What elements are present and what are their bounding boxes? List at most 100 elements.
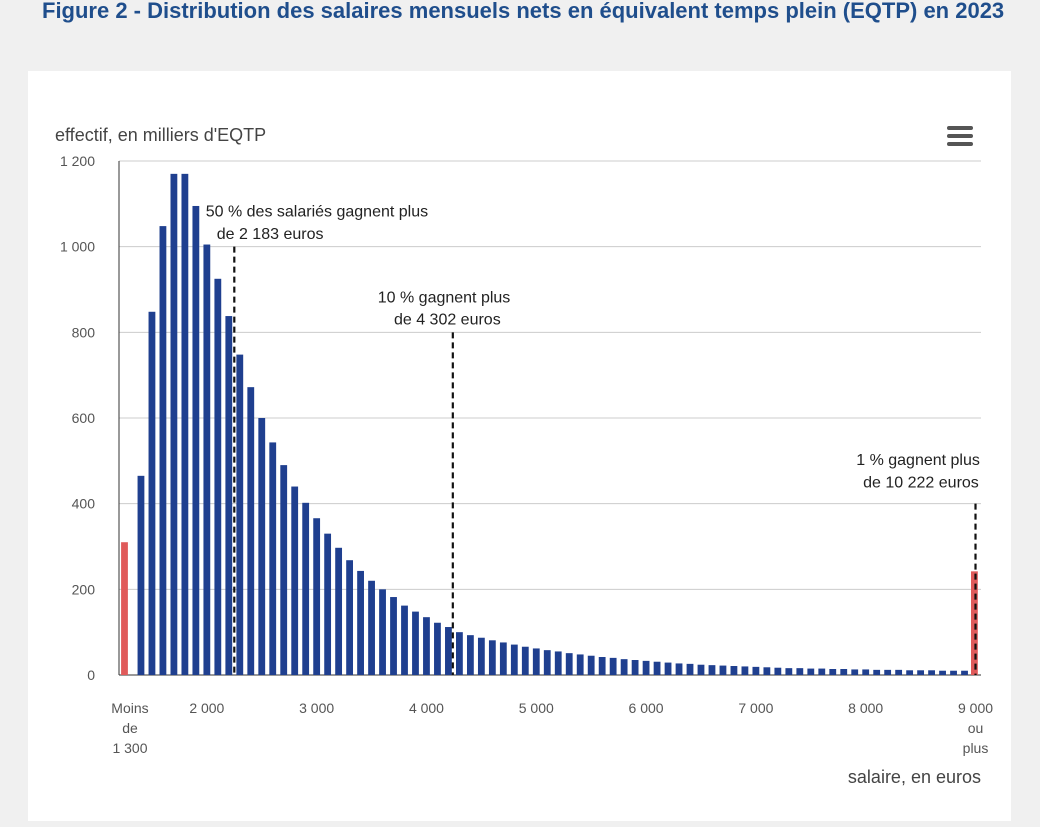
bar <box>214 278 222 675</box>
bar <box>818 668 826 675</box>
bar <box>335 547 343 675</box>
bar <box>675 663 683 675</box>
bar <box>719 665 727 675</box>
annotation-text: 1 % gagnent plus <box>856 452 980 469</box>
bar <box>653 661 661 675</box>
bar <box>291 486 299 675</box>
hamburger-menu-icon[interactable] <box>947 126 973 146</box>
bar <box>379 589 386 675</box>
bar <box>917 670 925 675</box>
bar <box>950 670 957 675</box>
bar <box>225 316 233 675</box>
bar <box>390 597 397 675</box>
bar <box>598 657 606 675</box>
page-title: Figure 2 - Distribution des salaires men… <box>42 0 1005 23</box>
bar <box>664 662 672 675</box>
bar <box>313 518 321 675</box>
bar <box>587 655 595 675</box>
bar <box>862 669 870 675</box>
bar <box>840 669 848 675</box>
bar <box>939 670 946 675</box>
bar <box>466 635 474 675</box>
bar <box>170 173 178 675</box>
bar <box>697 664 705 675</box>
bar-extreme <box>121 542 128 675</box>
bar <box>873 669 881 675</box>
bar <box>829 669 837 675</box>
y-axis-label: effectif, en milliers d'EQTP <box>55 125 266 145</box>
bar <box>412 611 419 675</box>
chart-card: 0 200 400 600 800 1 000 1 200 Moins de 1 300 2 00… <box>28 71 1011 821</box>
chart: 0 200 400 600 800 1 000 1 200 Moins de 1 300 2 00… <box>55 125 993 787</box>
x-tick-label: 2 000 <box>189 700 224 716</box>
bar-extreme <box>971 571 978 675</box>
x-tick-label: 9 000 <box>958 700 993 716</box>
bar <box>796 668 804 675</box>
bar <box>269 442 277 675</box>
bar <box>906 670 914 675</box>
bar <box>730 666 738 675</box>
bar <box>247 387 255 675</box>
bar <box>686 663 694 675</box>
bar <box>895 669 903 675</box>
bar <box>280 465 288 675</box>
bar <box>401 605 408 675</box>
bar <box>807 668 815 675</box>
x-tick-label: 7 000 <box>738 700 773 716</box>
bar <box>708 665 716 675</box>
annotations: 50 % des salariés gagnent plus de 2 183 e… <box>206 204 980 675</box>
bar <box>631 660 639 675</box>
x-tick-label: plus <box>963 740 989 756</box>
bar <box>236 354 244 675</box>
y-tick-label: 800 <box>72 324 96 340</box>
x-tick-label: 1 300 <box>112 740 147 756</box>
bar <box>774 667 782 675</box>
bar <box>620 659 628 675</box>
bar <box>884 669 892 675</box>
bar <box>192 205 200 675</box>
bar <box>456 632 463 675</box>
bar <box>543 650 551 675</box>
y-tick-label: 1 000 <box>60 239 95 255</box>
x-axis-label: salaire, en euros <box>848 767 981 787</box>
x-tick-label: Moins <box>111 700 148 716</box>
y-tick-label: 400 <box>72 496 96 512</box>
y-tick-label: 600 <box>72 410 96 426</box>
bar <box>741 666 749 675</box>
bar <box>434 622 441 675</box>
bar <box>752 666 760 675</box>
bar <box>510 644 518 675</box>
bar <box>785 668 793 675</box>
annotation-text: 50 % des salariés gagnent plus <box>206 204 428 221</box>
annotation-text: 10 % gagnent plus <box>378 289 511 306</box>
bar <box>576 654 584 675</box>
bar <box>181 173 189 675</box>
bar <box>521 646 529 675</box>
bar <box>642 660 650 675</box>
bar <box>357 570 364 675</box>
y-tick-label: 200 <box>72 581 96 597</box>
x-tick-label: de <box>122 720 138 736</box>
y-tick-label: 1 200 <box>60 153 95 169</box>
bar <box>258 418 266 675</box>
bar <box>148 311 156 675</box>
bar <box>928 670 935 675</box>
bar <box>532 648 540 675</box>
bar <box>565 653 573 675</box>
bar <box>368 580 375 675</box>
bar <box>851 669 859 675</box>
bar <box>159 226 167 675</box>
x-tick-label: 4 000 <box>409 700 444 716</box>
annotation-text: de 4 302 euros <box>394 312 501 329</box>
bar <box>961 670 968 675</box>
bar <box>137 475 145 675</box>
bar <box>554 651 562 675</box>
y-tick-labels: 0 200 400 600 800 1 000 1 200 <box>60 153 95 683</box>
bar <box>499 642 507 675</box>
annotation-text: de 2 183 euros <box>217 226 324 243</box>
x-tick-label: 3 000 <box>299 700 334 716</box>
y-tick-label: 0 <box>87 667 95 683</box>
bar <box>423 617 430 675</box>
bar <box>302 502 310 675</box>
bar <box>477 637 485 675</box>
